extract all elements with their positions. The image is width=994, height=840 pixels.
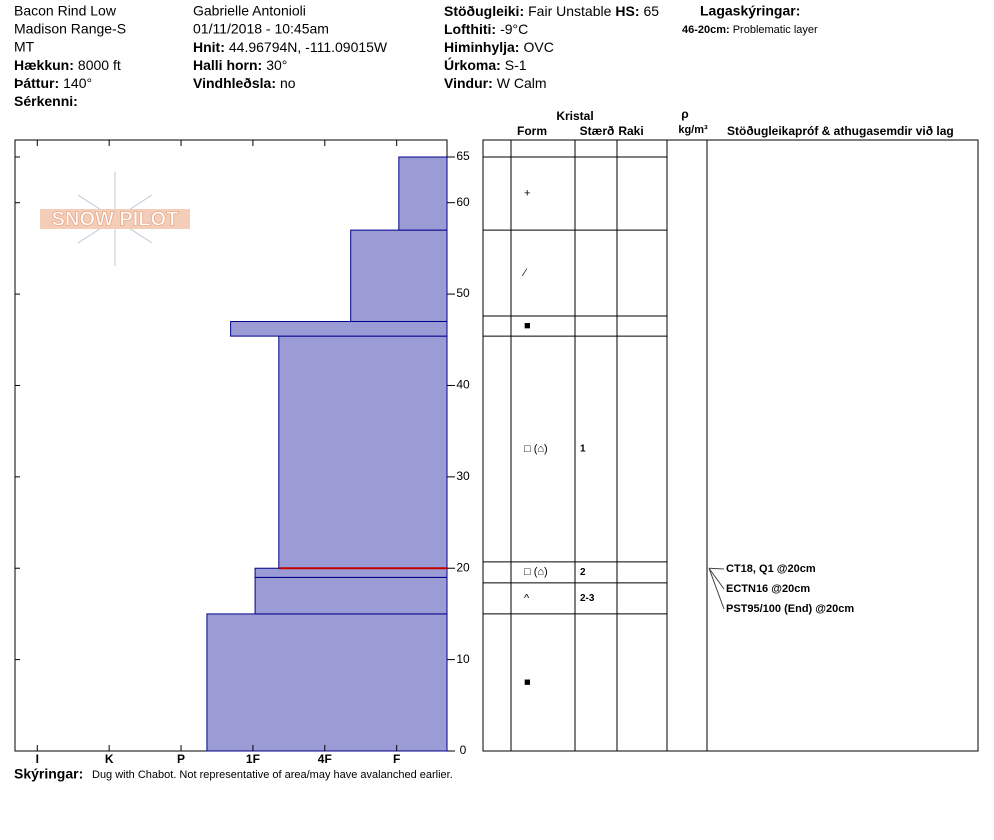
test-text: PST95/100 (End) @20cm bbox=[726, 603, 854, 615]
x-tick-label: P bbox=[177, 752, 185, 766]
header-form: Form bbox=[517, 124, 547, 138]
header-field: Þáttur: 140° bbox=[14, 75, 92, 91]
grain-size: 1 bbox=[580, 444, 586, 455]
grain-form: ■ bbox=[524, 320, 531, 332]
header-field: Úrkoma: S-1 bbox=[444, 56, 527, 73]
header-field: Vindur: W Calm bbox=[444, 75, 547, 91]
field-value: 65 bbox=[644, 3, 660, 19]
grain-form: + bbox=[524, 187, 530, 199]
legend-value: Problematic layer bbox=[733, 24, 818, 36]
hardness-layer bbox=[350, 229, 448, 322]
hardness-layer bbox=[254, 567, 448, 578]
footer-text: Dug with Chabot. Not representative of a… bbox=[92, 769, 453, 781]
grain-size: 2-3 bbox=[580, 593, 595, 604]
header-field: Lofthiti: -9°C bbox=[444, 21, 528, 37]
field-label: HS: bbox=[615, 3, 639, 19]
y-tick-label: 60 bbox=[456, 195, 470, 209]
hardness-layer bbox=[230, 320, 448, 337]
test-pointer bbox=[708, 567, 725, 590]
field-value: Fair Unstable bbox=[528, 3, 611, 19]
field-label: Himinhylja: bbox=[444, 39, 519, 55]
header-density: kg/m³ bbox=[678, 124, 708, 136]
field-value: W Calm bbox=[497, 75, 547, 91]
header-field: Vindhleðsla: no bbox=[193, 75, 296, 91]
grain-form: ⁄ bbox=[521, 267, 528, 279]
logo-text: SNOW PILOT bbox=[52, 208, 179, 230]
field-label: Vindur: bbox=[444, 75, 493, 91]
field-value: S-1 bbox=[505, 57, 527, 73]
header-field: Madison Range-S bbox=[14, 21, 126, 37]
y-tick-label: 20 bbox=[456, 560, 470, 574]
header-tests: Stöðugleikapróf & athugasemdir við lag bbox=[727, 124, 954, 138]
grain-size: 2 bbox=[580, 567, 586, 578]
field-value: OVC bbox=[523, 39, 553, 55]
header-field: 01/11/2018 - 10:45am bbox=[193, 21, 329, 37]
hardness-layer bbox=[206, 613, 448, 752]
header-size: Stærð bbox=[580, 124, 615, 138]
header-field: Himinhylja: OVC bbox=[444, 39, 554, 55]
footer-label: Skýringar: bbox=[14, 766, 83, 782]
header-field: Bacon Rind Low bbox=[14, 3, 117, 19]
x-tick-label: K bbox=[105, 752, 114, 766]
field-label: Lofthiti: bbox=[444, 21, 496, 37]
legend-title: Lagaskýringar: bbox=[700, 3, 800, 19]
field-value: -9°C bbox=[500, 21, 528, 37]
y-tick-label: 0 bbox=[460, 743, 467, 757]
field-label: Sérkenni: bbox=[14, 93, 78, 109]
hardness-layer bbox=[398, 156, 448, 231]
x-tick-label: 4F bbox=[318, 752, 332, 766]
grain-form: ^ bbox=[524, 592, 530, 604]
y-tick-label: 40 bbox=[456, 378, 470, 392]
header-crystal: Kristal bbox=[556, 109, 593, 123]
field-label: Halli horn: bbox=[193, 57, 262, 73]
header-field: Hækkun: 8000 ft bbox=[14, 57, 121, 73]
header-field: Gabrielle Antonioli bbox=[193, 3, 306, 19]
field-label: Vindhleðsla: bbox=[193, 75, 276, 91]
test-pointer bbox=[708, 568, 725, 610]
logo-band bbox=[40, 209, 190, 229]
field-value: 140° bbox=[63, 75, 92, 91]
field-value: no bbox=[280, 75, 296, 91]
field-value: 8000 ft bbox=[78, 57, 121, 73]
y-tick-label: 65 bbox=[456, 149, 470, 163]
field-value: 30° bbox=[266, 57, 287, 73]
x-tick-label: I bbox=[36, 752, 39, 766]
field-label: Hækkun: bbox=[14, 57, 74, 73]
field-label: Stöðugleiki: bbox=[444, 3, 524, 19]
grain-form: ■ bbox=[524, 676, 531, 688]
x-tick-label: F bbox=[393, 752, 400, 766]
header-rho: ρ bbox=[681, 107, 688, 121]
header-moisture: Raki bbox=[618, 124, 643, 138]
grain-form: □ (⌂) bbox=[524, 566, 548, 578]
header-field: Halli horn: 30° bbox=[193, 57, 287, 73]
field-label: Hnit: bbox=[193, 39, 225, 55]
header-field: Stöðugleiki: Fair Unstable HS: 65 bbox=[444, 3, 659, 19]
test-text: ECTN16 @20cm bbox=[726, 583, 810, 595]
grain-form: □ (⌂) bbox=[524, 443, 548, 455]
y-tick-label: 10 bbox=[456, 652, 470, 666]
table-frame bbox=[482, 139, 979, 752]
hardness-layer bbox=[278, 335, 448, 569]
test-pointer bbox=[708, 567, 725, 570]
test-text: CT18, Q1 @20cm bbox=[726, 563, 816, 575]
y-tick-label: 50 bbox=[456, 286, 470, 300]
field-label: Úrkoma: bbox=[444, 56, 501, 73]
field-value: 44.96794N, -111.09015W bbox=[229, 39, 388, 55]
field-label: Þáttur: bbox=[14, 75, 59, 91]
header-field: Hnit: 44.96794N, -111.09015W bbox=[193, 39, 388, 55]
header-field: MT bbox=[14, 39, 35, 55]
y-tick-label: 30 bbox=[456, 469, 470, 483]
legend-item: 46-20cm: Problematic layer bbox=[682, 24, 818, 36]
hardness-layer bbox=[254, 576, 448, 615]
header-field: Sérkenni: bbox=[14, 93, 78, 109]
x-tick-label: 1F bbox=[246, 752, 260, 766]
legend-label: 46-20cm: bbox=[682, 24, 730, 36]
